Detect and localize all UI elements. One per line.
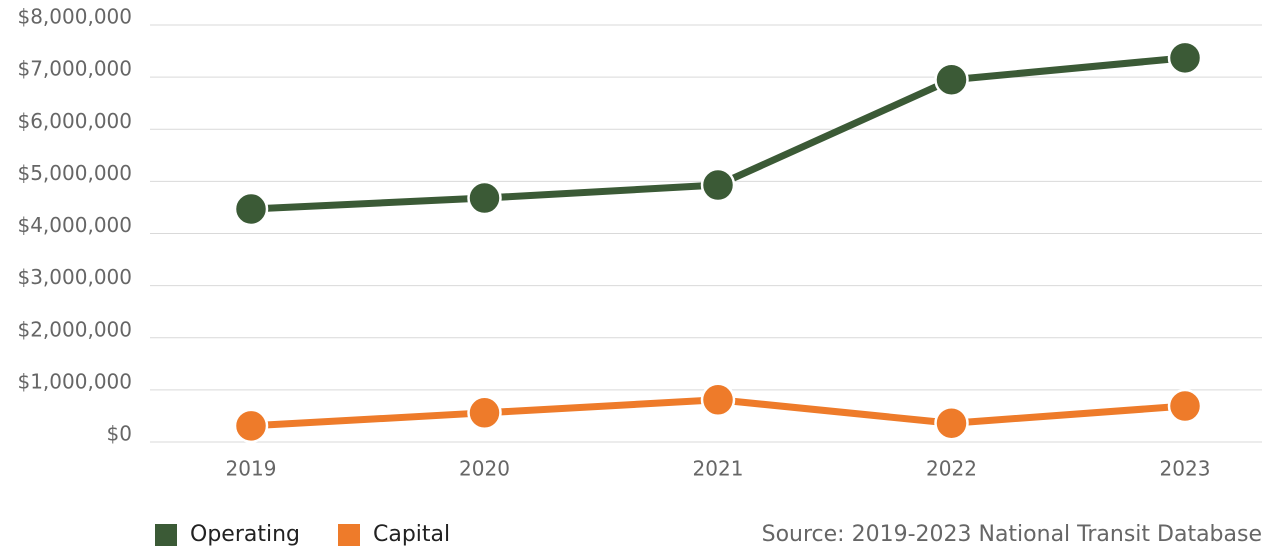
- data-point: [1167, 388, 1203, 424]
- legend-label: Operating: [190, 522, 300, 547]
- data-point: [467, 180, 502, 216]
- x-tick-label: 2020: [459, 457, 510, 481]
- data-point: [700, 382, 736, 418]
- y-tick-label: $3,000,000: [17, 265, 132, 289]
- data-point: [233, 191, 269, 227]
- y-tick-label: $8,000,000: [17, 5, 132, 29]
- legend-swatch: [338, 524, 360, 546]
- data-point: [1167, 40, 1203, 76]
- legend-swatch: [155, 524, 177, 546]
- source-note: Source: 2019-2023 National Transit Datab…: [762, 522, 1262, 547]
- data-point: [233, 408, 269, 444]
- x-tick-label: 2019: [226, 457, 277, 481]
- y-tick-label: $0: [107, 422, 132, 446]
- y-tick-label: $4,000,000: [17, 213, 132, 237]
- data-point: [934, 62, 969, 97]
- y-tick-label: $6,000,000: [17, 109, 132, 133]
- data-point: [467, 395, 502, 431]
- x-tick-label: 2021: [693, 457, 744, 481]
- data-point: [934, 405, 969, 441]
- data-point: [700, 167, 736, 203]
- y-tick-label: $5,000,000: [17, 161, 132, 185]
- legend-label: Capital: [373, 522, 450, 547]
- y-tick-label: $2,000,000: [17, 317, 132, 341]
- y-tick-label: $1,000,000: [17, 369, 132, 393]
- x-tick-label: 2022: [926, 457, 977, 481]
- y-tick-label: $7,000,000: [17, 57, 132, 81]
- x-tick-label: 2023: [1160, 457, 1211, 481]
